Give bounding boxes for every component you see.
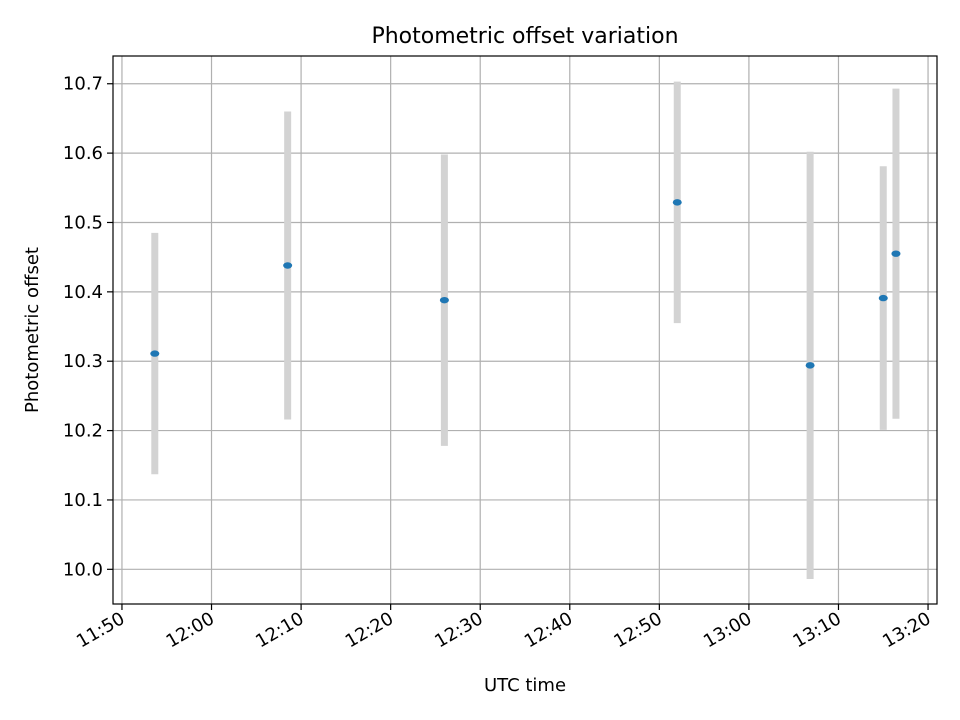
data-point xyxy=(672,199,682,206)
plot-area-frame xyxy=(112,55,938,605)
y-tick-label: 10.2 xyxy=(63,421,103,442)
y-axis: 10.0 10.1 10.2 10.3 10.4 10.5 10.6 10.7 xyxy=(63,74,113,580)
data-point xyxy=(891,250,901,257)
data-point xyxy=(805,362,815,369)
y-tick-label: 10.4 xyxy=(63,282,103,303)
y-tick-label: 10.7 xyxy=(63,74,103,95)
data-points xyxy=(150,199,901,369)
y-tick-label: 10.1 xyxy=(63,490,103,511)
y-tick-label: 10.5 xyxy=(63,212,103,233)
data-point xyxy=(878,294,888,302)
y-tick-label: 10.0 xyxy=(63,559,103,580)
data-point xyxy=(439,296,449,304)
data-point xyxy=(150,350,160,357)
grid xyxy=(113,56,937,604)
y-tick-label: 10.3 xyxy=(63,351,103,372)
x-axis-label: UTC time xyxy=(484,675,566,696)
y-axis-label: Photometric offset xyxy=(22,247,43,413)
y-tick-label: 10.6 xyxy=(63,143,103,164)
data-point xyxy=(283,262,293,269)
chart-title: Photometric offset variation xyxy=(371,24,678,49)
